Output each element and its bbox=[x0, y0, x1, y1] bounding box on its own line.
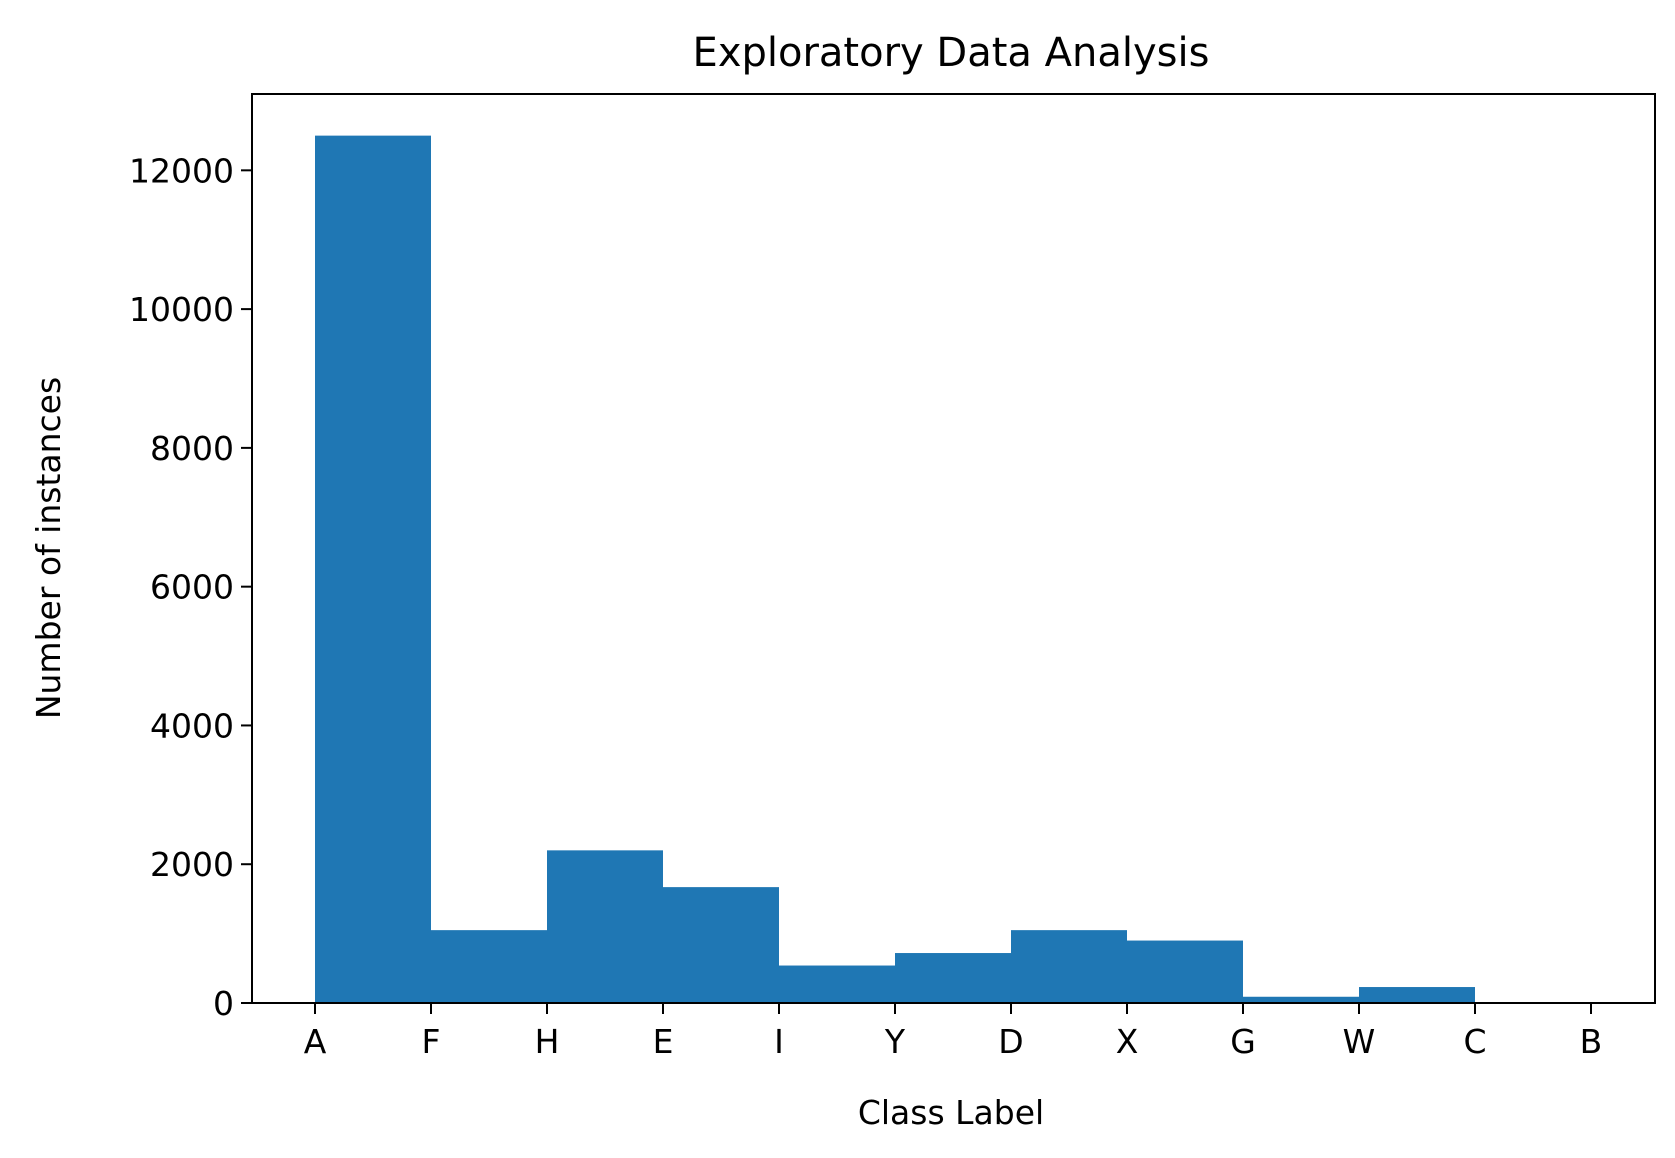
plot-frame bbox=[251, 93, 1656, 1004]
histogram-bar-3 bbox=[663, 887, 779, 1003]
y-tick-label: 4000 bbox=[150, 706, 234, 745]
histogram-bar-0 bbox=[315, 135, 431, 1003]
x-tick-label: F bbox=[422, 1022, 441, 1061]
bars-group bbox=[315, 135, 1475, 1003]
histogram-bar-4 bbox=[779, 965, 895, 1003]
histogram-bar-9 bbox=[1359, 987, 1475, 1003]
x-axis-label: Class Label bbox=[858, 1093, 1044, 1132]
x-tick-label: I bbox=[774, 1022, 784, 1061]
x-tick-label: Y bbox=[884, 1022, 906, 1061]
y-tick-label: 8000 bbox=[150, 429, 234, 468]
x-tick-label: G bbox=[1230, 1022, 1256, 1061]
y-tick-label: 12000 bbox=[129, 151, 234, 190]
y-tick-label: 0 bbox=[213, 984, 234, 1023]
histogram-bar-2 bbox=[547, 850, 663, 1003]
histogram-bar-1 bbox=[431, 930, 547, 1003]
x-tick-label: E bbox=[653, 1022, 674, 1061]
x-tick-label: B bbox=[1580, 1022, 1603, 1061]
histogram-bar-5 bbox=[895, 953, 1011, 1003]
chart-title: Exploratory Data Analysis bbox=[693, 30, 1210, 76]
x-tick-label: D bbox=[998, 1022, 1023, 1061]
x-tick-label: X bbox=[1116, 1022, 1139, 1061]
y-axis-ticks: 0 2000 4000 6000 8000 10000 12000 bbox=[129, 151, 252, 1023]
histogram-bar-7 bbox=[1127, 940, 1243, 1003]
y-tick-label: 10000 bbox=[129, 290, 234, 329]
y-tick-label: 6000 bbox=[150, 568, 234, 607]
y-tick-label: 2000 bbox=[150, 845, 234, 884]
x-tick-label: H bbox=[535, 1022, 560, 1061]
histogram-bar-6 bbox=[1011, 930, 1127, 1003]
x-tick-label: C bbox=[1463, 1022, 1486, 1061]
x-tick-label: A bbox=[304, 1022, 327, 1061]
y-axis-label: Number of instances bbox=[29, 377, 68, 719]
histogram-bar-8 bbox=[1243, 996, 1359, 1003]
x-tick-label: W bbox=[1343, 1022, 1376, 1061]
